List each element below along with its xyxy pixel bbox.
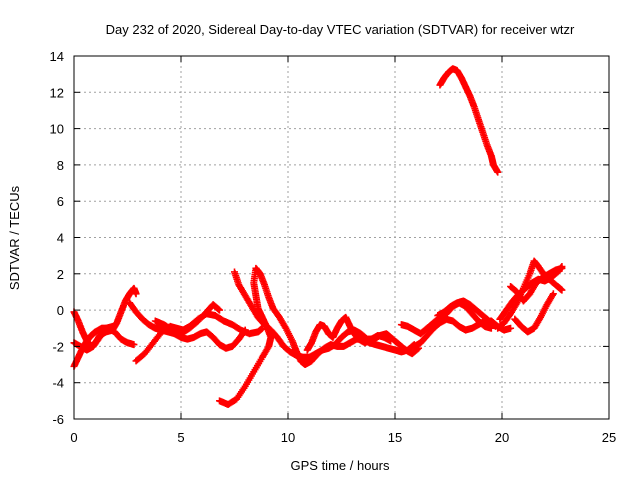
y-tick-label: 8: [57, 158, 64, 173]
data-point: [558, 264, 566, 272]
y-tick-label: -4: [52, 376, 64, 391]
series-arc-17: [511, 290, 557, 336]
chart-title: Day 232 of 2020, Sidereal Day-to-day VTE…: [106, 22, 575, 37]
axis-ticks: 0 5 10 15 20 25 -6 -4 -2 0 2 4 6 8 10 12 14: [50, 49, 617, 445]
x-tick-label: 25: [602, 430, 616, 445]
data-point: [549, 290, 557, 298]
y-tick-label: 10: [50, 122, 64, 137]
series-arc-9: [303, 313, 395, 354]
series-arc-6: [151, 301, 224, 338]
y-tick-label: 14: [50, 49, 64, 64]
series-arc-13: [436, 65, 502, 176]
data-point: [130, 341, 138, 349]
data-point: [216, 306, 224, 314]
data-point: [507, 324, 515, 332]
x-tick-label: 5: [177, 430, 184, 445]
y-tick-label: -6: [52, 412, 64, 427]
x-tick-label: 20: [495, 430, 509, 445]
data-point: [558, 286, 566, 294]
y-tick-label: 0: [57, 303, 64, 318]
y-tick-label: 6: [57, 194, 64, 209]
x-tick-label: 15: [388, 430, 402, 445]
data-point: [109, 322, 117, 330]
x-tick-label: 10: [281, 430, 295, 445]
series-arc-16: [507, 264, 566, 305]
data-point: [132, 290, 140, 298]
data-points: [70, 65, 566, 408]
x-axis-label: GPS time / hours: [291, 458, 390, 473]
data-point: [387, 337, 395, 345]
y-tick-label: 2: [57, 267, 64, 282]
y-tick-label: 4: [57, 231, 64, 246]
series-arc-5: [132, 310, 266, 365]
x-tick-label: 0: [70, 430, 77, 445]
y-axis-label: SDTVAR / TECUs: [7, 185, 22, 290]
y-tick-label: 12: [50, 85, 64, 100]
y-tick-label: -2: [52, 339, 64, 354]
series-arc-2: [70, 324, 138, 370]
grid: [74, 56, 609, 419]
data-point: [494, 168, 502, 176]
